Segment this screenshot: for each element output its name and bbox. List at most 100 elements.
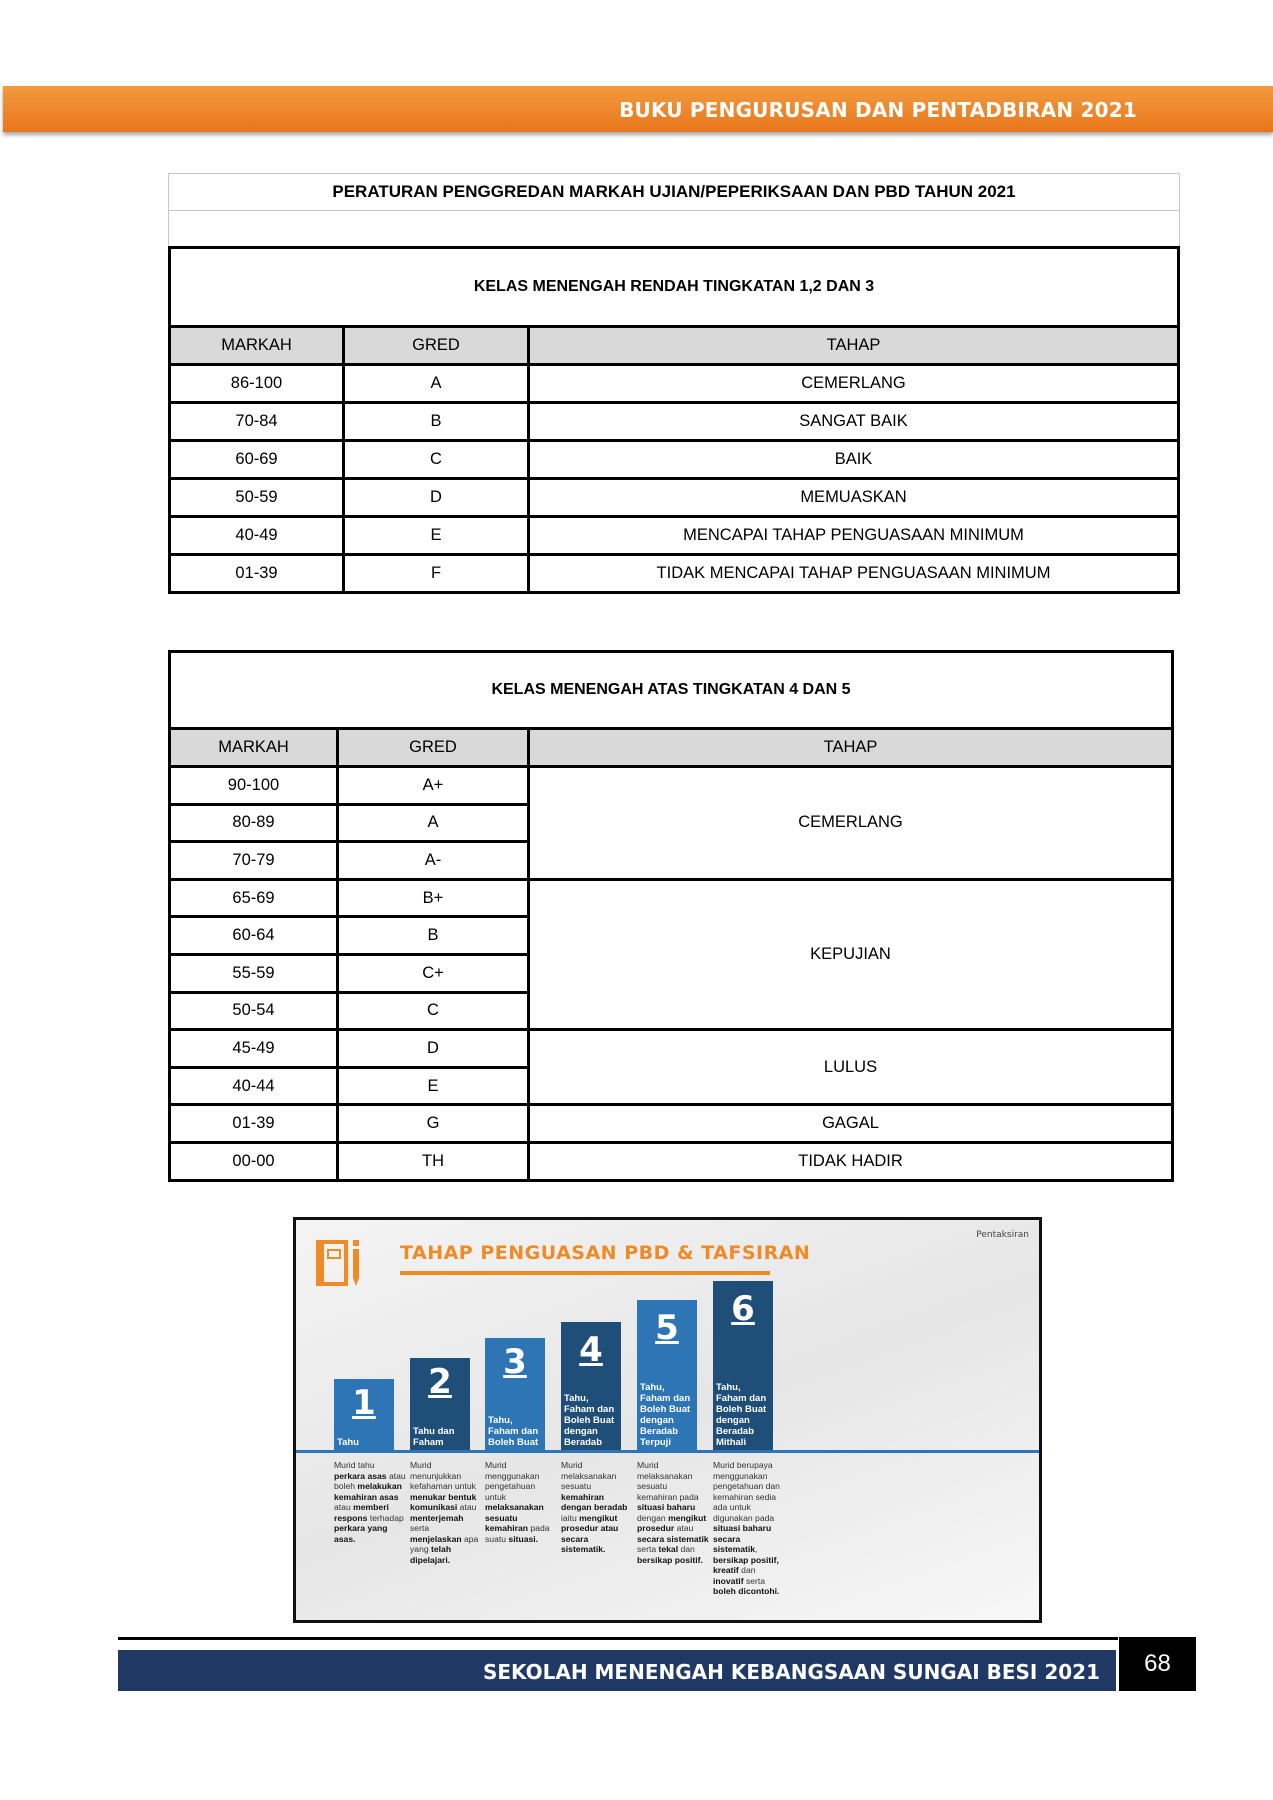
cell-markah: 40-49 — [168, 515, 345, 556]
cell-markah: 86-100 — [168, 363, 345, 404]
cell-gred: B+ — [336, 877, 530, 919]
description-bold-text: menterjemah — [410, 1512, 464, 1523]
level-number: 5 — [655, 1308, 679, 1348]
description-text: dan — [678, 1544, 695, 1554]
table-row: 86-100 A CEMERLANG — [168, 363, 1180, 404]
column-header-gred: GRED — [336, 727, 530, 768]
table-row: 50-54 C — [168, 990, 1173, 1032]
cell-tahap: TIDAK HADIR — [527, 1140, 1174, 1182]
header-title: BUKU PENGURUSAN DAN PENTADBIRAN 2021 — [619, 98, 1137, 122]
column-header-gred: GRED — [342, 325, 530, 366]
cell-markah: 60-64 — [168, 915, 339, 956]
cell-tahap: CEMERLANG — [527, 363, 1180, 404]
table-row: 60-64 B — [168, 915, 1173, 956]
level-description: Murid berupaya menggunakan pengetahuan d… — [713, 1460, 785, 1597]
cell-markah: 80-89 — [168, 802, 339, 844]
table-row: 55-59 C+ — [168, 952, 1173, 994]
description-text: serta — [743, 1575, 766, 1586]
description-text: Murid melaksanakan sesuatu — [561, 1460, 617, 1491]
description-bold-text: menjelaskan — [410, 1533, 462, 1544]
table-row: 65-69 B+ KEPUJIAN — [168, 877, 1174, 1032]
cell-tahap: SANGAT BAIK — [527, 401, 1180, 442]
cell-markah: 65-69 — [168, 877, 339, 919]
level-number: 4 — [579, 1330, 603, 1370]
cell-gred: A — [336, 802, 530, 844]
description-text: iaitu — [561, 1512, 580, 1523]
level-label: Tahu, Faham dan Boleh Buat — [488, 1415, 539, 1448]
description-text: Murid menunjukkan kefahaman untuk — [410, 1460, 476, 1491]
column-header-markah: MARKAH — [168, 325, 345, 366]
footer-rule — [118, 1637, 1118, 1640]
description-text: pada suatu — [485, 1523, 550, 1544]
description-text: terhadap — [367, 1512, 404, 1523]
cell-gred: TH — [336, 1140, 530, 1182]
level-bar-1: 1 Tahu — [334, 1379, 394, 1450]
level-label: Tahu, Faham dan Boleh Buat dengan Berada… — [716, 1382, 767, 1448]
cell-tahap: TIDAK MENCAPAI TAHAP PENGUASAAN MINIMUM — [527, 553, 1180, 594]
footer-bar: SEKOLAH MENENGAH KEBANGSAAN SUNGAI BESI … — [118, 1650, 1116, 1691]
description-bold-text: telah dipelajari. — [410, 1544, 452, 1565]
level-description: Murid menunjukkan kefahaman untuk menuka… — [410, 1460, 482, 1565]
table-row: 70-79 A- — [168, 840, 1173, 881]
cell-gred: B — [342, 401, 530, 442]
table-row: 40-44 E — [168, 1065, 1173, 1107]
description-bold-text: perkara yang asas. — [334, 1523, 388, 1544]
cell-markah: 60-69 — [168, 439, 345, 480]
cell-gred: A- — [336, 840, 530, 881]
cell-markah: 50-59 — [168, 477, 345, 518]
description-text: Murid berupaya menggunakan pengetahuan d… — [713, 1460, 780, 1523]
table-caption: KELAS MENENGAH RENDAH TINGKATAN 1,2 DAN … — [168, 246, 1180, 328]
table-row: 40-49 E MENCAPAI TAHAP PENGUASAAN MINIMUM — [168, 515, 1180, 556]
lower-secondary-grade-table: KELAS MENENGAH RENDAH TINGKATAN 1,2 DAN … — [168, 246, 1180, 594]
description-bold-text: situasi. — [508, 1533, 539, 1544]
description-text: atau — [334, 1502, 354, 1512]
table-row: 00-00 TH TIDAK HADIR — [168, 1140, 1174, 1182]
baseline — [296, 1450, 1039, 1453]
cell-tahap: KEPUJIAN — [527, 877, 1174, 1032]
description-bold-text: situasi baharu — [637, 1502, 696, 1512]
level-bar-2: 2 Tahu dan Faham — [410, 1358, 470, 1450]
cell-gred: B — [336, 915, 530, 956]
description-bold-text: bersikap positif. — [637, 1554, 703, 1565]
table-row: 80-89 A — [168, 802, 1173, 844]
level-description: Murid melaksanakan sesuatu kemahiran pad… — [637, 1460, 709, 1565]
cell-markah: 01-39 — [168, 553, 345, 594]
cell-markah: 70-84 — [168, 401, 345, 442]
table-row: 70-84 B SANGAT BAIK — [168, 401, 1180, 442]
cell-markah: 90-100 — [168, 765, 339, 806]
notebook-pencil-icon — [316, 1240, 359, 1286]
table-row: 45-49 D LULUS — [168, 1028, 1174, 1107]
cell-gred: D — [342, 477, 530, 518]
cell-gred: C+ — [336, 952, 530, 994]
level-number: 1 — [352, 1383, 376, 1423]
description-bold-text: inovatif — [713, 1575, 744, 1586]
cell-gred: F — [342, 553, 530, 594]
table-row: 50-59 D MEMUASKAN — [168, 477, 1180, 518]
description-bold-text: kemahiran dengan beradab — [561, 1491, 628, 1513]
level-description: Murid tahu perkara asas atau boleh melak… — [334, 1460, 406, 1544]
cell-tahap: LULUS — [527, 1028, 1174, 1107]
description-text: atau — [457, 1502, 477, 1512]
description-text: serta — [637, 1544, 659, 1554]
description-bold-text: bersikap positif, kreatif — [713, 1554, 779, 1576]
level-label: Tahu — [337, 1437, 359, 1448]
cell-tahap: GAGAL — [527, 1103, 1174, 1144]
cell-markah: 70-79 — [168, 840, 339, 881]
table-row: 90-100 A+ CEMERLANG — [168, 765, 1174, 881]
level-label: Tahu dan Faham — [413, 1426, 455, 1448]
cell-gred: G — [336, 1103, 530, 1144]
cell-gred: C — [336, 990, 530, 1032]
infographic-title: TAHAP PENGUASAN PBD & TAFSIRAN — [400, 1242, 811, 1264]
description-text: apa yang — [410, 1533, 479, 1555]
column-header-tahap: TAHAP — [527, 325, 1180, 366]
description-text: atau — [674, 1523, 694, 1533]
cell-gred: C — [342, 439, 530, 480]
description-bold-text: situasi baharu secara sistematik — [713, 1523, 772, 1554]
cell-markah: 45-49 — [168, 1028, 339, 1069]
cell-gred: E — [336, 1065, 530, 1107]
cell-gred: D — [336, 1028, 530, 1069]
description-bold-text: melakukan kemahiran asas — [334, 1481, 402, 1502]
cell-markah: 00-00 — [168, 1140, 339, 1182]
cell-gred: A — [342, 363, 530, 404]
cell-tahap: MEMUASKAN — [527, 477, 1180, 518]
